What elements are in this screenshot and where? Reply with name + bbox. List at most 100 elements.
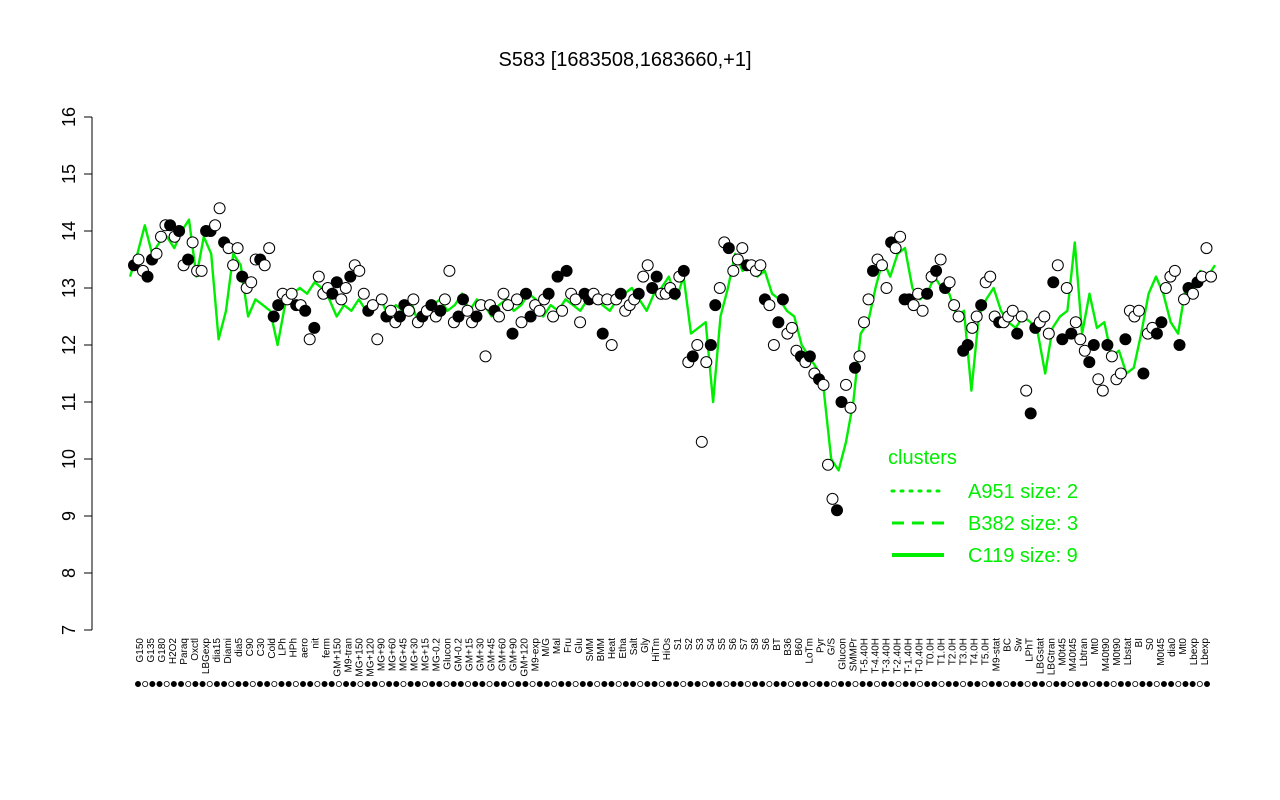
x-tick-label: dia0 xyxy=(1167,638,1178,657)
x-axis-glyph xyxy=(637,681,644,688)
data-point xyxy=(461,304,474,317)
x-axis-glyph xyxy=(256,681,263,688)
x-axis-glyph xyxy=(271,681,278,688)
x-tick-label: LPh xyxy=(278,638,289,656)
data-point xyxy=(551,270,564,283)
x-axis-glyph xyxy=(1096,681,1103,688)
x-axis-glyph xyxy=(988,681,995,688)
data-point xyxy=(858,316,870,329)
data-point xyxy=(303,333,316,346)
x-tick-label: Glu xyxy=(574,638,585,654)
data-point xyxy=(862,293,875,306)
data-point xyxy=(569,293,582,306)
data-point xyxy=(709,299,722,312)
data-point xyxy=(826,492,839,505)
x-tick-label: T0.0H xyxy=(926,638,937,665)
x-axis-glyph xyxy=(974,681,981,688)
data-point xyxy=(704,339,717,351)
x-axis-glyph xyxy=(995,681,1002,688)
x-axis-glyph xyxy=(687,681,694,688)
data-point xyxy=(1042,327,1055,340)
x-axis-glyph xyxy=(134,681,141,688)
data-point xyxy=(736,242,749,255)
x-tick-label: SMMPr xyxy=(849,637,860,671)
x-axis-glyph xyxy=(665,681,672,688)
x-tick-label: Lbexp xyxy=(1189,638,1200,666)
y-tick-label: 13 xyxy=(59,278,79,298)
data-point xyxy=(754,259,767,272)
x-tick-label: S5 xyxy=(717,638,728,651)
x-axis-glyph xyxy=(400,681,407,688)
x-axis-glyph xyxy=(156,681,163,688)
data-point xyxy=(785,321,798,334)
x-tick-label: dia15 xyxy=(212,638,223,663)
x-axis-glyph xyxy=(1017,681,1024,688)
x-axis-glyph xyxy=(873,681,880,688)
x-tick-label: G150 xyxy=(135,638,146,663)
x-tick-label: ferm xyxy=(322,638,333,658)
data-point xyxy=(479,350,492,363)
legend-label-a951: A951 size: 2 xyxy=(968,481,1078,503)
data-point xyxy=(452,310,465,323)
x-tick-label: T4.0H xyxy=(969,638,980,665)
x-tick-label: HiOs xyxy=(662,638,673,660)
x-axis-glyph xyxy=(1046,681,1053,688)
x-axis-glyph xyxy=(945,681,952,688)
x-tick-label: GM+150 xyxy=(333,638,344,677)
x-axis-glyph xyxy=(960,681,967,688)
data-point xyxy=(948,299,961,312)
x-axis-glyph xyxy=(249,681,256,688)
data-point xyxy=(267,310,280,323)
x-axis-glyph xyxy=(543,681,550,688)
data-point xyxy=(285,287,298,300)
x-tick-label: Oxctl xyxy=(190,638,201,661)
data-point xyxy=(822,458,834,471)
x-axis-glyph xyxy=(1168,681,1175,688)
legend-label-b382: B382 size: 3 xyxy=(968,513,1078,535)
x-axis-glyph xyxy=(701,681,708,688)
x-tick-label: Heat xyxy=(607,638,618,659)
x-axis-glyph xyxy=(1139,681,1146,688)
data-point xyxy=(1024,407,1037,420)
data-point xyxy=(209,219,222,232)
x-axis-glyph xyxy=(407,681,414,688)
x-axis-glyph xyxy=(1010,681,1017,688)
x-axis-glyph xyxy=(1003,681,1010,688)
x-axis-glyph xyxy=(744,681,751,688)
x-axis-glyph xyxy=(1103,681,1110,688)
x-axis-glyph xyxy=(601,681,608,688)
data-point xyxy=(236,270,249,283)
x-axis-glyph xyxy=(759,681,766,688)
x-tick-label: HPh xyxy=(289,638,300,657)
data-point xyxy=(1047,276,1060,289)
data-point xyxy=(876,259,888,272)
x-axis-glyph xyxy=(1024,681,1031,688)
x-axis-glyph xyxy=(278,681,285,688)
x-axis-glyph xyxy=(565,681,572,688)
x-axis-glyph xyxy=(393,681,400,688)
data-point xyxy=(1159,282,1172,294)
x-axis-glyph xyxy=(522,681,529,688)
x-axis-glyph xyxy=(852,681,859,688)
data-point xyxy=(353,264,366,277)
data-point xyxy=(817,378,830,391)
x-tick-label: LBGtran xyxy=(1046,638,1057,675)
x-axis-glyph xyxy=(343,681,350,688)
x-tick-label: S6 xyxy=(728,638,739,651)
x-tick-label: H2O2 xyxy=(168,638,179,665)
data-point xyxy=(767,339,780,351)
data-point xyxy=(1065,327,1078,340)
x-tick-label: GM-0.2 xyxy=(453,638,464,672)
x-axis-glyph xyxy=(364,681,371,688)
x-tick-label: Glucon xyxy=(442,638,453,670)
x-tick-label: T1.0H xyxy=(936,638,947,665)
x-axis-glyph xyxy=(1038,681,1045,688)
data-point xyxy=(195,264,208,277)
x-tick-label: T-4.40H xyxy=(871,638,882,674)
data-point xyxy=(547,310,560,323)
x-tick-label: MG+30 xyxy=(409,638,420,672)
data-point xyxy=(614,287,627,300)
x-axis-glyph xyxy=(723,681,730,688)
data-point xyxy=(889,242,902,255)
x-axis-glyph xyxy=(206,681,213,688)
